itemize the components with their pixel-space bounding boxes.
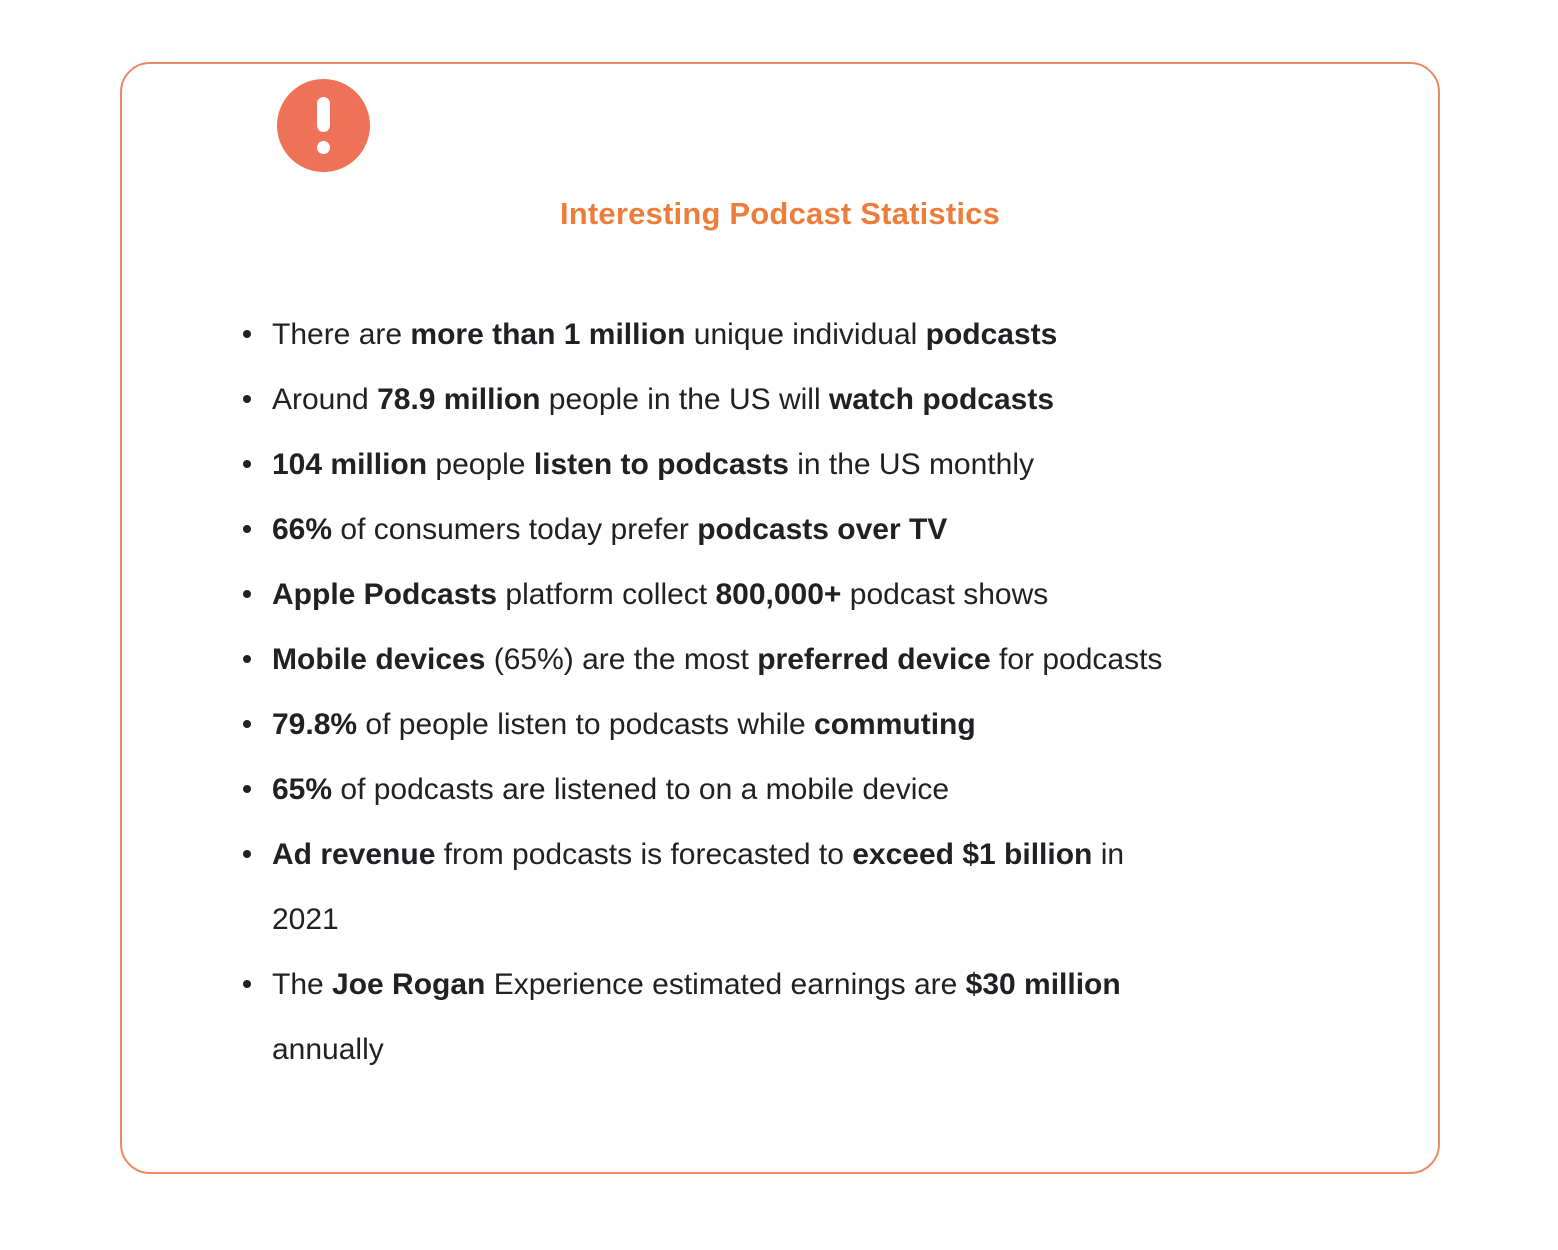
text: podcast shows xyxy=(841,578,1049,611)
list-item: 65% of podcasts are listened to on a mob… xyxy=(237,757,1402,822)
list-item: Mobile devices (65%) are the most prefer… xyxy=(237,627,1402,692)
statistics-callout: Interesting Podcast Statistics There are… xyxy=(120,62,1440,1174)
text: from podcasts is forecasted to xyxy=(435,838,853,871)
bold-text: listen to podcasts xyxy=(533,448,789,481)
bold-text: commuting xyxy=(814,708,976,741)
text: platform collect xyxy=(497,578,716,611)
statistics-list: There are more than 1 million unique ind… xyxy=(237,302,1408,1082)
bold-text: preferred device xyxy=(757,643,991,676)
exclamation-bar xyxy=(317,97,330,132)
bold-text: Ad revenue xyxy=(272,838,436,871)
text: people xyxy=(427,448,534,481)
text: for podcasts xyxy=(990,643,1163,676)
callout-title: Interesting Podcast Statistics xyxy=(559,196,1001,231)
text: Around xyxy=(272,383,378,416)
list-item: 66% of consumers today prefer podcasts o… xyxy=(237,497,1402,562)
bold-text: 104 million xyxy=(272,448,428,481)
list-item: Apple Podcasts platform collect 800,000+… xyxy=(237,562,1402,627)
list-item: There are more than 1 million unique ind… xyxy=(237,302,1402,367)
list-item: The Joe Rogan Experience estimated earni… xyxy=(237,952,1402,1082)
list-item: 104 million people listen to podcasts in… xyxy=(237,432,1402,497)
text: of people listen to podcasts while xyxy=(357,708,815,741)
text: in xyxy=(1092,838,1125,871)
bold-text: podcasts over TV xyxy=(697,513,948,546)
bold-text: watch podcasts xyxy=(828,383,1055,416)
list-item: Ad revenue from podcasts is forecasted t… xyxy=(237,822,1402,952)
bold-text: 66% xyxy=(272,513,333,546)
text: There are xyxy=(272,318,411,351)
bold-text: Joe Rogan xyxy=(332,968,486,1001)
bold-text: Mobile devices xyxy=(272,643,486,676)
text: (65%) are the most xyxy=(485,643,758,676)
text: The xyxy=(272,968,333,1001)
bold-text: exceed $1 billion xyxy=(852,838,1093,871)
bold-text: more than 1 million xyxy=(410,318,686,351)
list-item: 79.8% of people listen to podcasts while… xyxy=(237,692,1402,757)
text: of podcasts are listened to on a mobile … xyxy=(332,773,950,806)
bold-text: 78.9 million xyxy=(377,383,541,416)
bold-text: $30 million xyxy=(965,968,1121,1001)
text: people in the US will xyxy=(540,383,829,416)
text: Experience estimated earnings are xyxy=(485,968,966,1001)
text: of consumers today prefer xyxy=(332,513,698,546)
text: annually xyxy=(272,1033,384,1066)
bold-text: 65% xyxy=(272,773,333,806)
text: unique individual xyxy=(685,318,926,351)
bold-text: 79.8% xyxy=(272,708,358,741)
bold-text: podcasts xyxy=(925,318,1058,351)
list-item: Around 78.9 million people in the US wil… xyxy=(237,367,1402,432)
bold-text: 800,000+ xyxy=(715,578,842,611)
text: 2021 xyxy=(272,903,339,936)
bold-text: Apple Podcasts xyxy=(272,578,498,611)
exclamation-dot xyxy=(317,141,330,154)
text: in the US monthly xyxy=(788,448,1034,481)
exclamation-icon xyxy=(277,79,370,172)
